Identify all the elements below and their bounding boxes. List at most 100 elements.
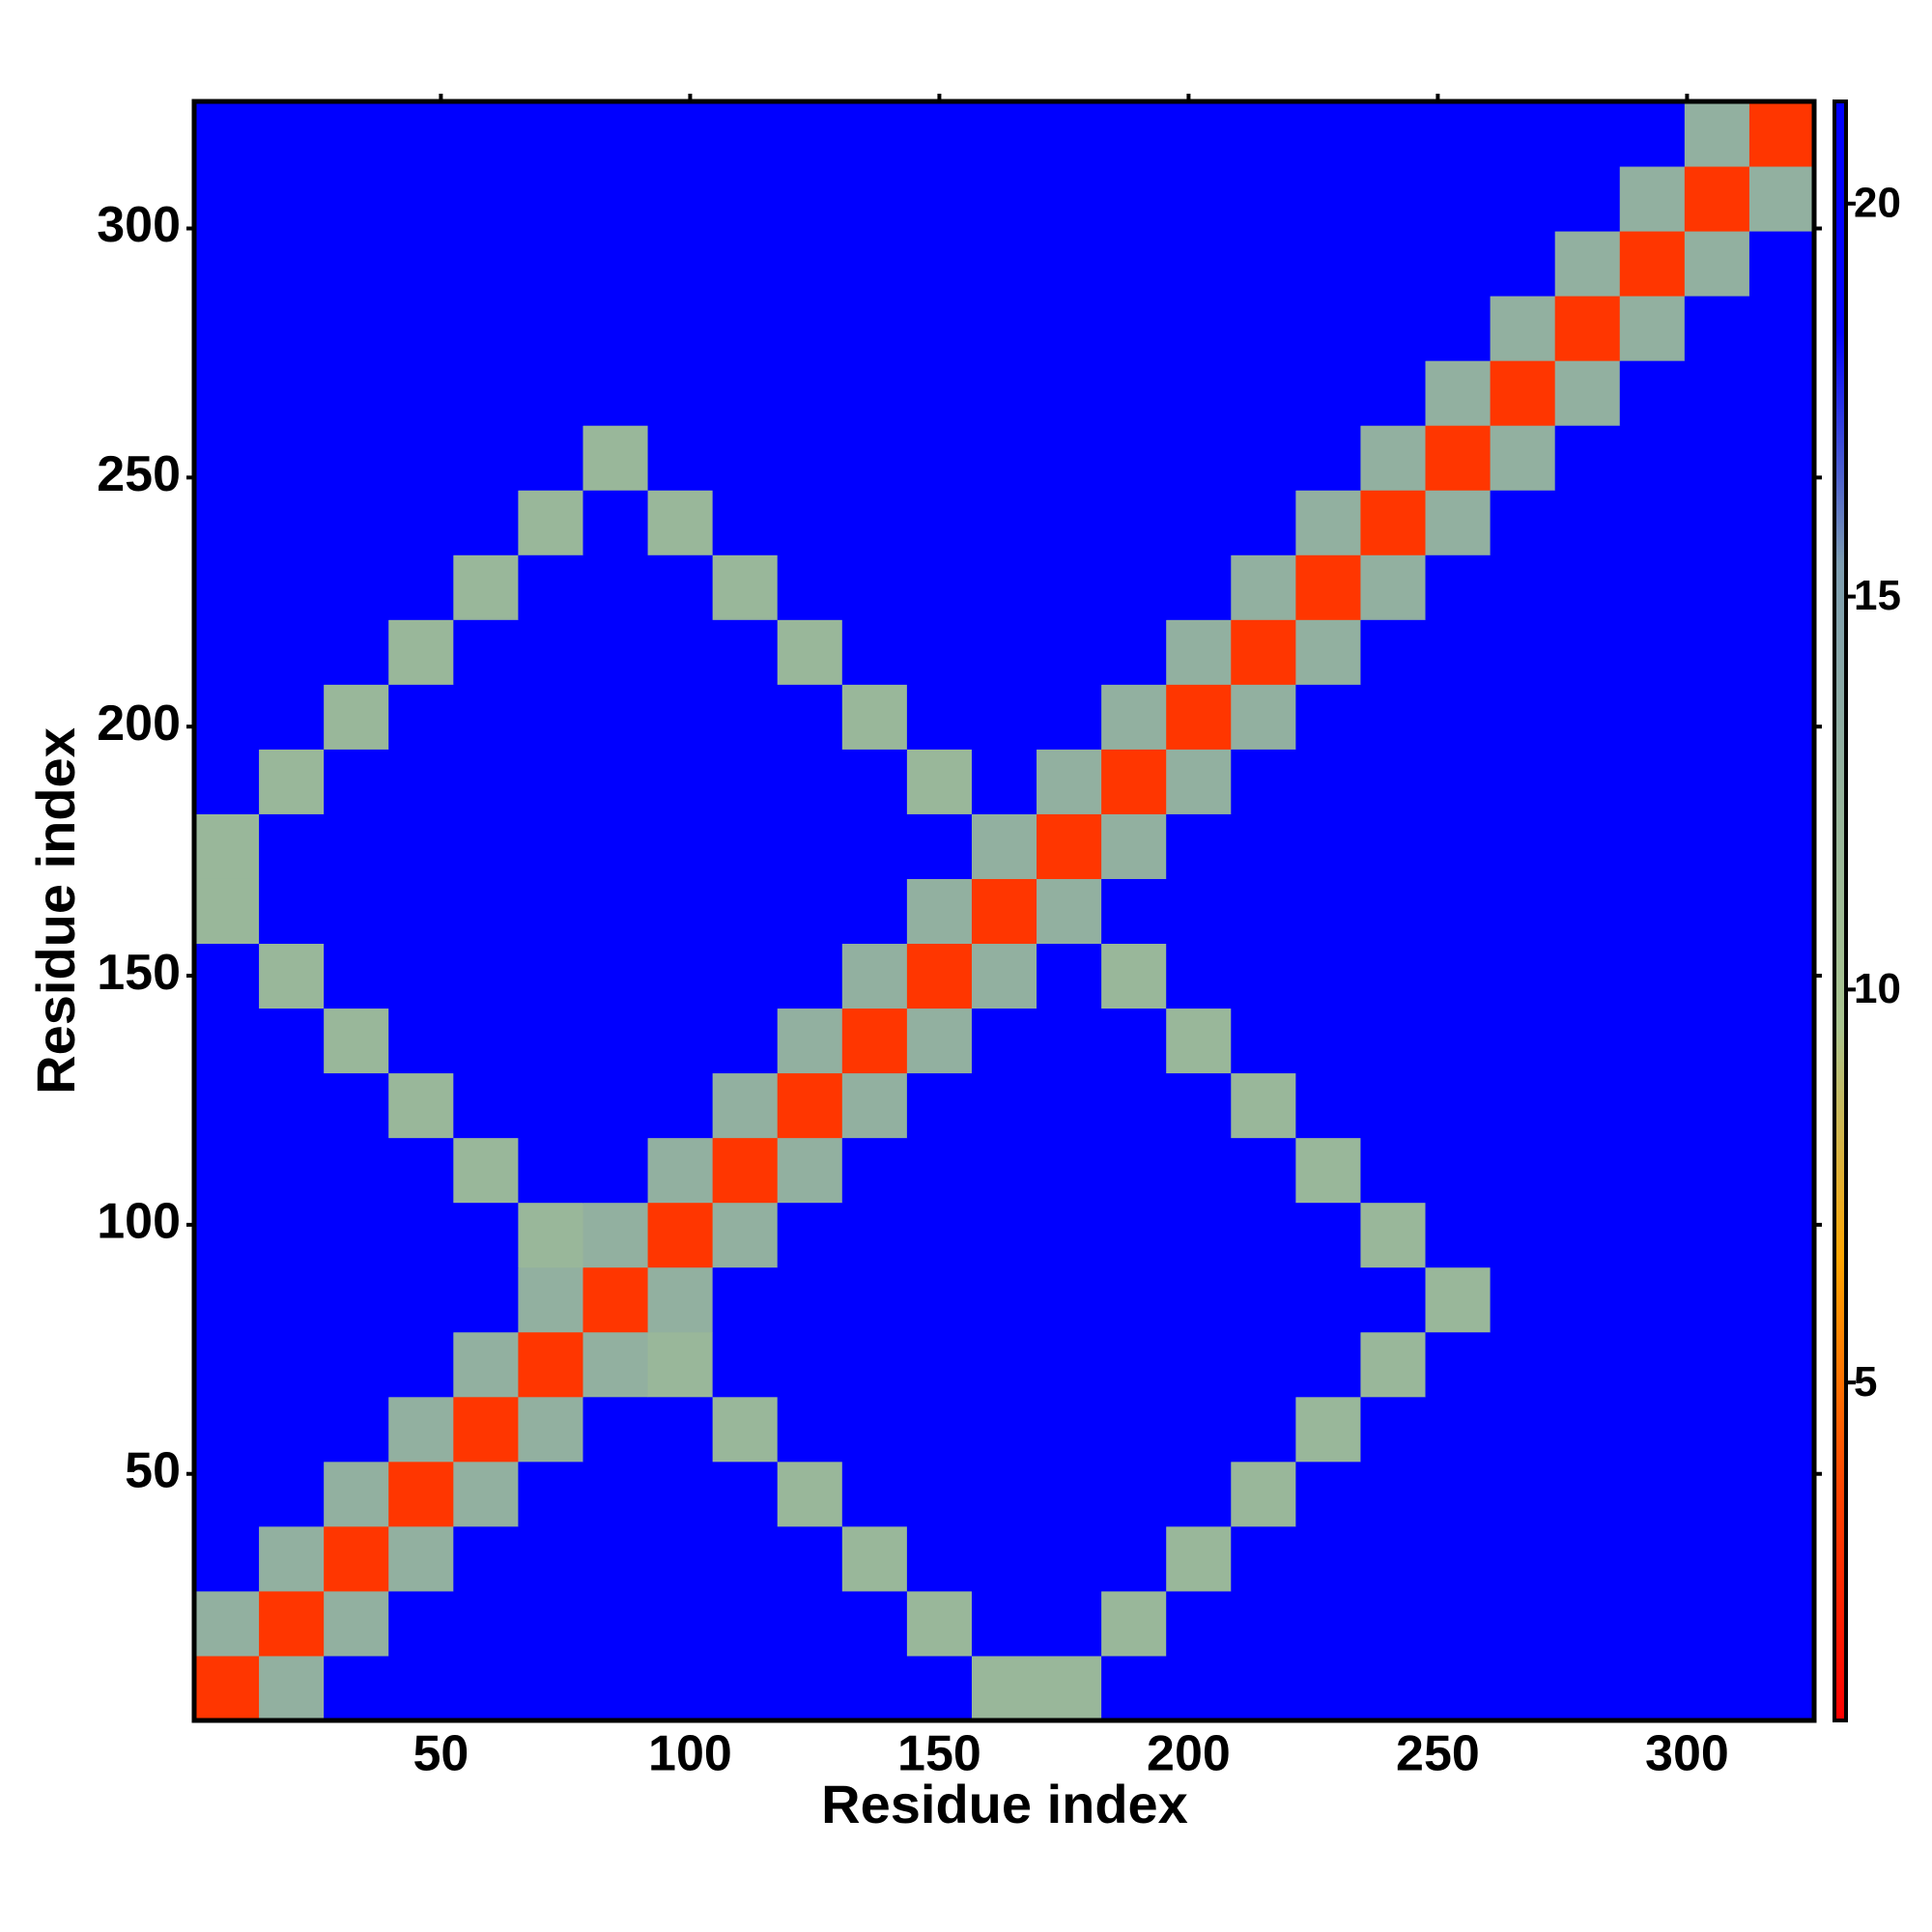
heatmap-cell [518,749,583,814]
heatmap-cell [324,943,389,1009]
heatmap-cell [1231,943,1296,1009]
heatmap-cell [777,554,843,620]
heatmap-cell [1231,166,1296,232]
heatmap-cell [1360,101,1427,167]
heatmap-cell [971,684,1037,750]
heatmap-cell [777,813,843,879]
heatmap-cell [194,1137,260,1204]
heatmap-cell [1425,1331,1492,1398]
heatmap-cell [1425,1008,1492,1074]
heatmap-cell [1101,1655,1167,1721]
heatmap-cell [841,1396,908,1463]
heatmap-cell [1748,619,1815,685]
heatmap-cell [1166,166,1232,232]
heatmap-cell [1295,1202,1361,1268]
heatmap-cell [1101,1331,1167,1398]
heatmap-cell [841,813,908,879]
heatmap-cell [518,684,583,750]
heatmap-cell [194,231,260,297]
heatmap-cell [194,1525,260,1592]
heatmap-cell [712,1202,779,1268]
heatmap-cell [712,943,779,1009]
heatmap-cell [582,943,649,1009]
heatmap-cell [647,1072,714,1139]
heatmap-cell [582,231,649,297]
heatmap-cell [1490,296,1556,361]
heatmap-cell [712,1590,779,1657]
heatmap-cell [906,1525,973,1592]
heatmap-cell [906,749,973,814]
heatmap-cell [1619,1655,1686,1721]
heatmap-cell [1684,1008,1750,1074]
heatmap-cell [388,1008,454,1074]
heatmap-cell [1748,684,1815,750]
heatmap-cell [906,1008,973,1074]
heatmap-cell [388,684,454,750]
heatmap-cell [1684,684,1750,750]
heatmap-cell [1166,360,1232,426]
heatmap-cell [841,1072,908,1139]
heatmap-cell [647,1202,714,1268]
heatmap-cell [1684,101,1750,167]
heatmap-cell [518,1072,583,1139]
heatmap-cell [712,878,779,945]
heatmap-cell [1554,166,1621,232]
heatmap-cell [582,1461,649,1527]
heatmap-cell [777,1072,843,1139]
heatmap-cell [1619,490,1686,555]
heatmap-cell [1037,1655,1102,1721]
heatmap-cell [647,1590,714,1657]
colorbar [1833,99,1848,1722]
heatmap-cell [1554,1525,1621,1592]
heatmap-cell [388,1202,454,1268]
heatmap-cell [1554,1266,1621,1333]
heatmap-cell [453,1202,519,1268]
heatmap-cell [1295,619,1361,685]
heatmap-cell [518,1202,583,1268]
heatmap-cell [777,1590,843,1657]
heatmap-cell [1295,101,1361,167]
heatmap-cell [971,360,1037,426]
heatmap-cell [841,425,908,491]
heatmap-cell [1684,749,1750,814]
heatmap-cell [1166,1331,1232,1398]
heatmap-cell [1619,878,1686,945]
heatmap-cell [712,425,779,491]
heatmap-cell [1490,1461,1556,1527]
heatmap-cell [582,1266,649,1333]
heatmap-cell [1490,490,1556,555]
heatmap-cell [1684,1202,1750,1268]
heatmap-cell [777,490,843,555]
heatmap-cell [1554,1396,1621,1463]
heatmap-cell [194,1461,260,1527]
heatmap-cell [194,490,260,555]
heatmap-cell [388,490,454,555]
heatmap-cell [1619,554,1686,620]
heatmap-cell [1554,1202,1621,1268]
heatmap-cell [1425,1396,1492,1463]
heatmap-cell [324,1525,389,1592]
heatmap-cell [906,1202,973,1268]
heatmap-cell [1425,490,1492,555]
heatmap-cell [647,1008,714,1074]
heatmap-cell [712,684,779,750]
heatmap-cell [518,231,583,297]
heatmap-cell [453,1266,519,1333]
heatmap-cell [1101,490,1167,555]
heatmap-cell [1231,101,1296,167]
heatmap-cell [453,1331,519,1398]
heatmap-cell [971,1396,1037,1463]
heatmap-cell [1360,1137,1427,1204]
heatmap-cell [712,166,779,232]
heatmap-cell [324,1396,389,1463]
heatmap-cell [1490,360,1556,426]
heatmap-cell [1101,878,1167,945]
heatmap-cell [647,1331,714,1398]
heatmap-cell [1490,166,1556,232]
heatmap-cell [324,554,389,620]
heatmap-cell [1295,1072,1361,1139]
heatmap-cell [1748,749,1815,814]
heatmap-cell [1360,166,1427,232]
heatmap-cell [1231,425,1296,491]
